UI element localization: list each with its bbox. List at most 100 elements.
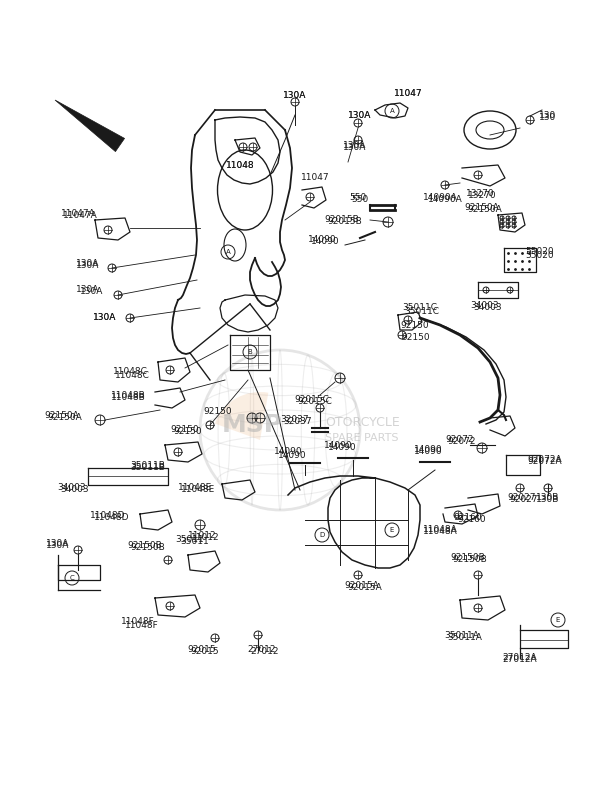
Text: 130: 130	[539, 111, 557, 121]
Text: 130A: 130A	[76, 261, 100, 269]
Text: 11047: 11047	[394, 89, 422, 97]
Text: 11048D: 11048D	[94, 513, 130, 523]
Text: 27012: 27012	[251, 648, 279, 656]
Text: 130A: 130A	[76, 286, 100, 294]
Text: 92015B: 92015B	[325, 216, 359, 225]
Text: 92072A: 92072A	[527, 455, 562, 465]
Text: 11048F: 11048F	[121, 618, 155, 626]
Text: 34003: 34003	[58, 484, 86, 492]
Text: 92015A: 92015A	[344, 582, 379, 590]
Text: 11048E: 11048E	[178, 484, 212, 492]
Text: 92160: 92160	[454, 513, 482, 523]
Text: 92072A: 92072A	[527, 458, 562, 466]
Text: 27012: 27012	[248, 645, 276, 655]
Text: 92072: 92072	[448, 437, 476, 447]
Text: 14090A: 14090A	[428, 195, 463, 205]
Text: 11048B: 11048B	[110, 390, 145, 400]
Text: 130: 130	[539, 114, 557, 122]
Text: 35011: 35011	[181, 538, 209, 546]
Text: 92150A: 92150A	[47, 414, 82, 422]
Text: 92027: 92027	[508, 494, 536, 502]
Text: 11048: 11048	[226, 160, 254, 170]
Text: 32037: 32037	[281, 415, 310, 425]
Text: 14090: 14090	[323, 441, 352, 451]
Wedge shape	[215, 392, 268, 440]
Text: 11047: 11047	[301, 173, 329, 182]
Text: 92150B: 92150B	[128, 542, 163, 550]
Text: 130A: 130A	[94, 313, 116, 323]
Text: 130A: 130A	[349, 111, 371, 119]
Text: 11048C: 11048C	[113, 367, 148, 377]
Text: 92015C: 92015C	[295, 396, 329, 404]
Text: 34003: 34003	[473, 304, 502, 312]
Text: C: C	[70, 575, 74, 581]
Text: 34003: 34003	[470, 301, 499, 311]
Text: 13270: 13270	[467, 191, 496, 199]
Text: 92150: 92150	[170, 425, 199, 435]
Text: 92150B: 92150B	[452, 556, 487, 564]
Text: 13270: 13270	[466, 188, 494, 198]
Text: 14090: 14090	[413, 446, 442, 455]
Text: 14090: 14090	[328, 444, 356, 452]
Text: 550: 550	[349, 193, 367, 203]
Text: 92150: 92150	[401, 334, 430, 342]
Text: 14090: 14090	[274, 447, 302, 457]
Text: 11047: 11047	[394, 89, 422, 97]
Text: 55020: 55020	[526, 250, 554, 260]
Text: OTORCYCLE: OTORCYCLE	[325, 415, 400, 429]
Text: 130B: 130B	[536, 494, 560, 502]
Text: 92015: 92015	[188, 645, 217, 655]
Text: 14090: 14090	[413, 447, 442, 457]
Text: 550: 550	[352, 195, 368, 205]
Text: 11048C: 11048C	[115, 371, 149, 379]
Text: 130A: 130A	[76, 260, 100, 268]
Text: E: E	[390, 527, 394, 533]
Text: 11048A: 11048A	[422, 528, 457, 536]
Polygon shape	[55, 100, 125, 152]
Text: 92015C: 92015C	[298, 397, 332, 407]
Text: A: A	[389, 108, 394, 114]
Text: 92160: 92160	[458, 516, 487, 524]
Text: 130A: 130A	[94, 313, 116, 323]
Text: 14090: 14090	[311, 238, 340, 246]
Text: 11012: 11012	[191, 534, 220, 542]
Text: 11048E: 11048E	[181, 485, 215, 495]
Text: 130A: 130A	[343, 141, 367, 149]
Text: 92150A: 92150A	[467, 206, 502, 214]
Text: 130A: 130A	[283, 90, 307, 100]
Text: 32037: 32037	[284, 418, 313, 426]
Text: 92015B: 92015B	[328, 217, 362, 227]
Text: 11047A: 11047A	[61, 210, 95, 218]
Text: B: B	[248, 349, 253, 355]
Text: 35011B: 35011B	[131, 463, 166, 473]
Text: 35011B: 35011B	[131, 462, 166, 470]
Text: D: D	[319, 532, 325, 538]
Text: 92150: 92150	[173, 428, 202, 436]
Text: 92150A: 92150A	[44, 411, 79, 419]
Text: 130A: 130A	[283, 90, 307, 100]
Text: MSP: MSP	[221, 413, 283, 437]
Text: 11012: 11012	[188, 531, 217, 541]
Text: 27012A: 27012A	[503, 653, 538, 663]
Text: 92072: 92072	[446, 436, 474, 444]
Text: 92027: 92027	[510, 495, 538, 505]
Text: 130A: 130A	[80, 287, 104, 297]
Text: 35011A: 35011A	[445, 631, 479, 641]
Text: 130B: 130B	[536, 495, 560, 505]
Text: 92150: 92150	[401, 320, 430, 330]
Text: 27012A: 27012A	[503, 655, 538, 664]
Text: 130A: 130A	[349, 111, 371, 119]
Text: 11048A: 11048A	[422, 525, 457, 535]
Text: 130A: 130A	[46, 539, 70, 549]
Text: E: E	[556, 617, 560, 623]
Text: SPARE PARTS: SPARE PARTS	[325, 433, 398, 443]
Text: 35011: 35011	[176, 535, 205, 545]
Text: 34003: 34003	[61, 485, 89, 495]
Text: 130A: 130A	[343, 144, 367, 152]
Text: 92150A: 92150A	[464, 203, 499, 213]
Text: A: A	[226, 249, 230, 255]
Text: 14090A: 14090A	[422, 193, 457, 203]
Text: 11048B: 11048B	[110, 393, 145, 403]
Text: 35011C: 35011C	[403, 304, 437, 312]
Text: 11048: 11048	[226, 160, 254, 170]
